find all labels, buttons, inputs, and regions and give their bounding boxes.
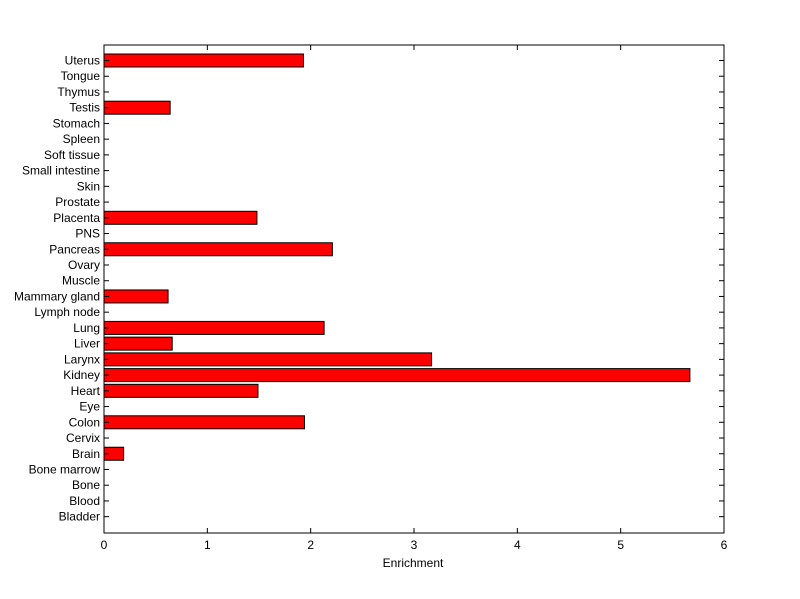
- bar-heart: [103, 383, 259, 398]
- y-tick-label: Placenta: [53, 211, 100, 225]
- plot-frame: [103, 44, 725, 534]
- bar-placenta: [103, 210, 258, 225]
- y-tick-label: Heart: [71, 384, 101, 398]
- bar-colon: [103, 415, 305, 430]
- bar-larynx: [103, 352, 433, 367]
- y-tick-label: Ovary: [68, 258, 100, 272]
- bar-pancreas: [103, 242, 333, 257]
- y-tick-label: Spleen: [63, 132, 100, 146]
- y-tick-label: Blood: [69, 494, 100, 508]
- y-tick-label: Colon: [69, 415, 100, 429]
- y-tick-label: Thymus: [57, 85, 100, 99]
- y-tick-label: Bladder: [59, 510, 100, 524]
- x-tick-label: 5: [617, 538, 624, 552]
- y-tick-label: Brain: [72, 447, 100, 461]
- y-tick-label: Muscle: [62, 274, 100, 288]
- x-tick-label: 0: [101, 538, 108, 552]
- y-tick-label: Liver: [74, 337, 100, 351]
- bar-liver: [103, 336, 173, 351]
- x-tick-label: 6: [721, 538, 728, 552]
- y-tick-label: Uterus: [65, 54, 100, 68]
- y-tick-label: Pancreas: [49, 242, 100, 256]
- y-tick-label: Skin: [77, 179, 100, 193]
- y-tick-label: Larynx: [64, 352, 100, 366]
- y-tick-label: Small intestine: [22, 164, 100, 178]
- y-tick-label: Bone marrow: [29, 462, 101, 476]
- x-tick-label: 4: [514, 538, 521, 552]
- y-tick-label: Stomach: [53, 116, 100, 130]
- x-tick-label: 1: [204, 538, 211, 552]
- y-tick-label: Prostate: [55, 195, 100, 209]
- bar-mammary-gland: [103, 289, 169, 304]
- y-tick-label: Soft tissue: [44, 148, 100, 162]
- y-tick-label: Tongue: [61, 69, 101, 83]
- y-tick-label: Cervix: [66, 431, 100, 445]
- y-tick-label: Testis: [69, 101, 100, 115]
- bar-testis: [103, 100, 171, 115]
- y-tick-label: PNS: [75, 227, 100, 241]
- y-tick-label: Lung: [73, 321, 100, 335]
- bar-kidney: [103, 368, 691, 383]
- y-tick-label: Eye: [79, 400, 100, 414]
- y-tick-label: Kidney: [63, 368, 100, 382]
- plot-area: [104, 45, 724, 533]
- y-tick-label: Bone: [72, 478, 100, 492]
- x-axis-label: Enrichment: [383, 556, 444, 570]
- bar-lung: [103, 320, 325, 335]
- x-tick-label: 3: [411, 538, 418, 552]
- bar-uterus: [103, 53, 304, 68]
- y-tick-label: Mammary gland: [14, 289, 100, 303]
- y-tick-label: Lymph node: [34, 305, 100, 319]
- x-tick-label: 2: [307, 538, 314, 552]
